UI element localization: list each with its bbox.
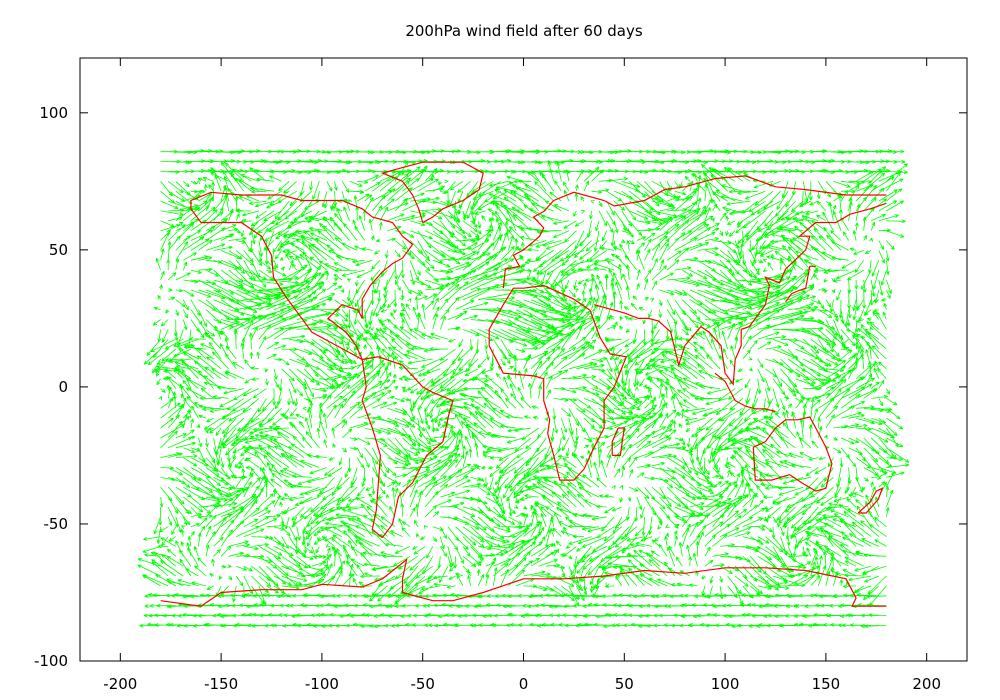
x-tick-label: 100 bbox=[711, 675, 740, 693]
x-tick-label: 150 bbox=[812, 675, 841, 693]
x-tick-label: -50 bbox=[410, 675, 435, 693]
coastline-africa bbox=[488, 284, 628, 481]
y-tick-label: 0 bbox=[58, 378, 68, 396]
coastline-antarctica bbox=[160, 558, 887, 607]
coastline-layer bbox=[160, 161, 887, 607]
y-tick-label: 100 bbox=[39, 104, 68, 122]
coastline-greenland bbox=[380, 161, 484, 224]
y-tick-label: -50 bbox=[44, 515, 69, 533]
x-axis: -200 -150 -100 -50 0 50 100 150 200 bbox=[103, 58, 941, 693]
coastline-indonesia bbox=[714, 372, 776, 413]
y-axis: -100 -50 0 50 100 bbox=[34, 104, 967, 670]
chart-title: 200hPa wind field after 60 days bbox=[405, 22, 643, 40]
x-tick-label: 0 bbox=[519, 675, 529, 693]
y-tick-label: 50 bbox=[49, 241, 68, 259]
x-tick-label: -200 bbox=[103, 675, 137, 693]
x-tick-label: -150 bbox=[204, 675, 238, 693]
coastline-asia-north bbox=[684, 175, 887, 196]
x-tick-label: 200 bbox=[912, 675, 941, 693]
wind-vector-layer bbox=[137, 148, 910, 629]
coastline-south-america-west bbox=[361, 359, 383, 539]
coastline-new-zealand bbox=[857, 487, 884, 514]
coastline-south-america-east bbox=[362, 356, 454, 539]
x-tick-label: -100 bbox=[305, 675, 339, 693]
coastline-japan bbox=[785, 265, 816, 303]
coastline-north-america-west bbox=[190, 208, 363, 361]
x-tick-label: 50 bbox=[615, 675, 634, 693]
coastline-europe bbox=[502, 186, 685, 289]
wind-vectors bbox=[137, 148, 910, 629]
coastline-madagascar bbox=[611, 427, 625, 456]
coastline-australia bbox=[752, 416, 833, 492]
y-tick-label: -100 bbox=[34, 652, 68, 670]
coastline-asia-south bbox=[593, 202, 887, 386]
coastline-north-america-east bbox=[190, 191, 414, 360]
